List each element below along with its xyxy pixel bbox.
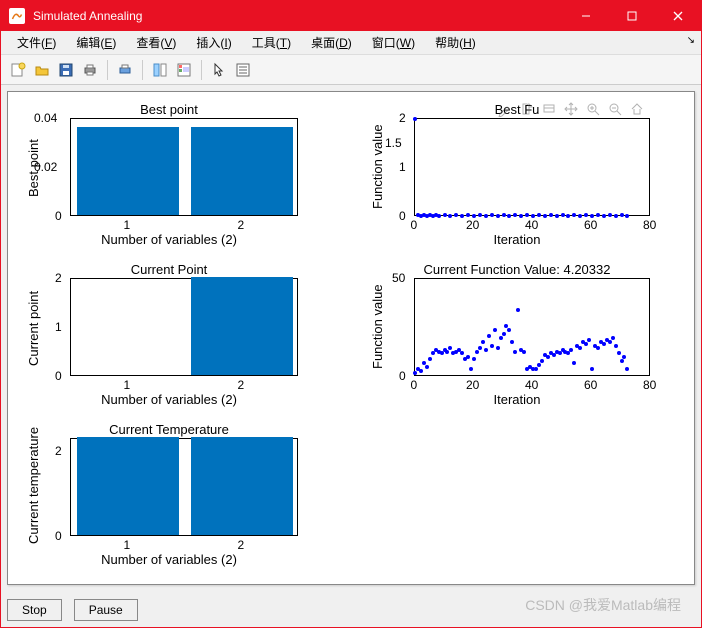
link-plot-icon[interactable] bbox=[149, 59, 171, 81]
dock-icon[interactable]: ↘ bbox=[687, 35, 695, 46]
menubar: 文件(F) 编辑(E) 查看(V) 插入(I) 工具(T) 桌面(D) 窗口(W… bbox=[1, 31, 701, 55]
brush-icon[interactable] bbox=[496, 100, 514, 118]
bar bbox=[77, 437, 180, 535]
zoom-in-icon[interactable] bbox=[584, 100, 602, 118]
app-icon bbox=[9, 8, 25, 24]
menu-edit[interactable]: 编辑(E) bbox=[66, 32, 126, 53]
insert-legend-icon[interactable] bbox=[232, 59, 254, 81]
y-label: Function value bbox=[370, 124, 385, 209]
menu-desktop[interactable]: 桌面(D) bbox=[301, 32, 362, 53]
bar bbox=[191, 437, 294, 535]
plot-title: Current Function Value: 4.20332 bbox=[364, 262, 670, 277]
pointer-icon[interactable] bbox=[208, 59, 230, 81]
zoom-out-icon[interactable] bbox=[606, 100, 624, 118]
plot-title: Current Temperature bbox=[20, 422, 318, 437]
watermark: CSDN @我爱Matlab编程 bbox=[525, 595, 681, 615]
print-icon[interactable] bbox=[79, 59, 101, 81]
menu-file[interactable]: 文件(F) bbox=[7, 32, 66, 53]
y-label: Current temperature bbox=[26, 427, 41, 544]
save-icon[interactable] bbox=[55, 59, 77, 81]
window-title: Simulated Annealing bbox=[33, 9, 563, 23]
axes bbox=[414, 118, 650, 216]
y-label: Function value bbox=[370, 284, 385, 369]
home-icon[interactable] bbox=[628, 100, 646, 118]
axes bbox=[414, 278, 650, 376]
stop-button[interactable]: Stop bbox=[7, 599, 62, 621]
plot-title: Current Point bbox=[20, 262, 318, 277]
pause-button[interactable]: Pause bbox=[74, 599, 138, 621]
menu-window[interactable]: 窗口(W) bbox=[362, 32, 425, 53]
bar bbox=[191, 277, 294, 375]
axes-toolbar bbox=[496, 100, 670, 118]
axes bbox=[70, 438, 298, 536]
x-label: Iteration bbox=[364, 232, 670, 247]
maximize-button[interactable] bbox=[609, 1, 655, 31]
close-button[interactable] bbox=[655, 1, 701, 31]
x-label: Number of variables (2) bbox=[20, 232, 318, 247]
toolbar bbox=[1, 55, 701, 85]
x-label: Number of variables (2) bbox=[20, 552, 318, 567]
subplot: Best pointBest pointNumber of variables … bbox=[20, 100, 318, 246]
axes bbox=[70, 278, 298, 376]
open-icon[interactable] bbox=[31, 59, 53, 81]
export-icon[interactable] bbox=[518, 100, 536, 118]
menu-insert[interactable]: 插入(I) bbox=[186, 32, 241, 53]
new-figure-icon[interactable] bbox=[7, 59, 29, 81]
bar bbox=[191, 127, 294, 215]
menu-view[interactable]: 查看(V) bbox=[126, 32, 186, 53]
plot-title: Best point bbox=[20, 102, 318, 117]
subplot: Best FuFunction valueIteration011.520204… bbox=[364, 100, 670, 246]
x-label: Number of variables (2) bbox=[20, 392, 318, 407]
datatip-icon[interactable] bbox=[540, 100, 558, 118]
figure-area: Best pointBest pointNumber of variables … bbox=[7, 91, 695, 585]
colorbar-icon[interactable] bbox=[173, 59, 195, 81]
x-label: Iteration bbox=[364, 392, 670, 407]
axes bbox=[70, 118, 298, 216]
pan-icon[interactable] bbox=[562, 100, 580, 118]
print-preview-icon[interactable] bbox=[114, 59, 136, 81]
titlebar: Simulated Annealing bbox=[1, 1, 701, 31]
menu-tools[interactable]: 工具(T) bbox=[242, 32, 301, 53]
bar bbox=[77, 127, 180, 215]
minimize-button[interactable] bbox=[563, 1, 609, 31]
subplot: Current Point Current point Number of vari… bbox=[20, 260, 318, 406]
y-label: Current point bbox=[26, 291, 41, 366]
menu-help[interactable]: 帮助(H) bbox=[425, 32, 486, 53]
subplot: Current TemperatureCurrent temperature Nu… bbox=[20, 420, 318, 566]
subplot: Current Function Value: 4.20332 Function … bbox=[364, 260, 670, 406]
